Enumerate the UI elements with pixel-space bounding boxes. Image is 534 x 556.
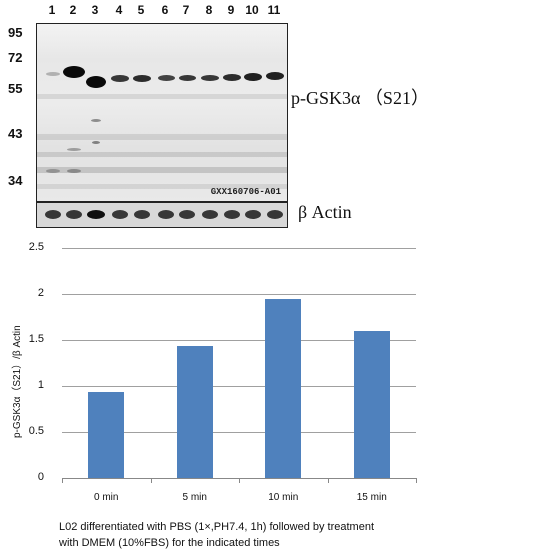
- x-axis-tick: [327, 478, 329, 483]
- lane-label: 1: [48, 3, 56, 17]
- actin-band: [66, 210, 82, 219]
- western-blot-figure: 1 2 3 4 5 6 7 8 9 10 11 95 72 55 43 34 GXX160706-A01 p…: [0, 0, 534, 230]
- protein-band: [266, 72, 284, 80]
- background-band: [37, 184, 287, 189]
- actin-band: [267, 210, 283, 219]
- minor-band: [67, 169, 81, 173]
- actin-band: [112, 210, 128, 219]
- protein-band: [63, 66, 85, 78]
- actin-band: [179, 210, 195, 219]
- gridline: [62, 294, 416, 295]
- lane-label: 11: [267, 3, 281, 17]
- protein-band: [133, 75, 151, 82]
- y-tick-label: 0: [37, 471, 44, 483]
- caption-line-2: with DMEM (10%FBS) for the indicated tim…: [59, 537, 280, 549]
- protein-band: [86, 76, 106, 88]
- mw-marker-label: 95: [8, 25, 23, 40]
- x-tick-label: 10 min: [268, 492, 299, 503]
- y-axis-label: p-GSK3α（S21）/β Actin: [12, 325, 23, 438]
- lane-label: 5: [137, 3, 145, 17]
- y-tick-label: 1.5: [28, 333, 44, 345]
- protein-band: [46, 72, 60, 76]
- lane-label: 6: [161, 3, 169, 17]
- actin-band: [158, 210, 174, 219]
- actin-band: [87, 210, 105, 219]
- x-axis-tick: [62, 478, 63, 483]
- mw-marker-label: 43: [8, 126, 23, 141]
- minor-band: [46, 169, 60, 173]
- lane-label: 4: [115, 3, 123, 17]
- x-axis-tick: [416, 478, 417, 483]
- protein-band: [201, 75, 219, 81]
- protein-band: [178, 75, 196, 81]
- protein-band: [157, 75, 175, 81]
- figure-caption: L02 differentiated with PBS (1×,PH7.4, 1…: [59, 519, 519, 551]
- protein-label: p-GSK3α （S21）: [291, 88, 429, 108]
- protein-band: [223, 74, 241, 81]
- minor-band: [91, 119, 101, 122]
- lane-label: 9: [227, 3, 235, 17]
- gridline: [62, 432, 416, 433]
- y-tick-label: 2: [37, 287, 44, 299]
- x-axis-tick: [150, 478, 152, 483]
- mw-marker-label: 55: [8, 81, 23, 96]
- x-tick-label: 5 min: [182, 492, 207, 503]
- x-tick-label: 15 min: [356, 492, 387, 503]
- caption-line-1: L02 differentiated with PBS (1×,PH7.4, 1…: [59, 521, 375, 533]
- actin-band: [202, 210, 218, 219]
- blot-stamp: GXX160706-A01: [210, 187, 281, 197]
- loading-control-label: β Actin: [298, 202, 352, 222]
- y-tick-label: 0.5: [28, 425, 44, 437]
- actin-band: [45, 210, 61, 219]
- protein-band: [111, 75, 129, 82]
- background-band: [37, 134, 287, 140]
- y-tick-label: 2.5: [28, 241, 44, 253]
- minor-band: [67, 148, 81, 151]
- protein-band: [244, 73, 262, 81]
- p-gsk3a-blot: GXX160706-A01: [36, 23, 288, 202]
- actin-blot: [36, 202, 288, 228]
- bar-15-min: [353, 330, 390, 478]
- actin-band: [245, 210, 261, 219]
- x-tick-label: 0 min: [94, 492, 119, 503]
- mw-marker-label: 72: [8, 50, 23, 65]
- bar-5-min: [176, 345, 213, 478]
- x-axis-tick: [239, 478, 240, 483]
- lane-label: 3: [91, 3, 99, 17]
- lane-label: 10: [245, 3, 259, 17]
- actin-band: [224, 210, 240, 219]
- actin-band: [134, 210, 150, 219]
- mw-marker-label: 34: [8, 173, 23, 188]
- lane-label: 2: [69, 3, 77, 17]
- background-band: [37, 167, 287, 173]
- bar-10-min: [265, 298, 302, 478]
- background-band: [37, 152, 287, 157]
- minor-band: [92, 141, 100, 144]
- bar-chart: p-GSK3α（S21）/β Actin 0 0.5 1 1.5 2 2.5 0 min 5 …: [0, 236, 534, 518]
- gridline: [62, 386, 416, 387]
- gridline: [62, 248, 416, 249]
- lane-label: 7: [182, 3, 190, 17]
- lane-label: 8: [205, 3, 213, 17]
- background-band: [37, 94, 287, 99]
- gridline: [62, 340, 416, 341]
- bar-0-min: [88, 391, 125, 478]
- y-tick-label: 1: [37, 379, 44, 391]
